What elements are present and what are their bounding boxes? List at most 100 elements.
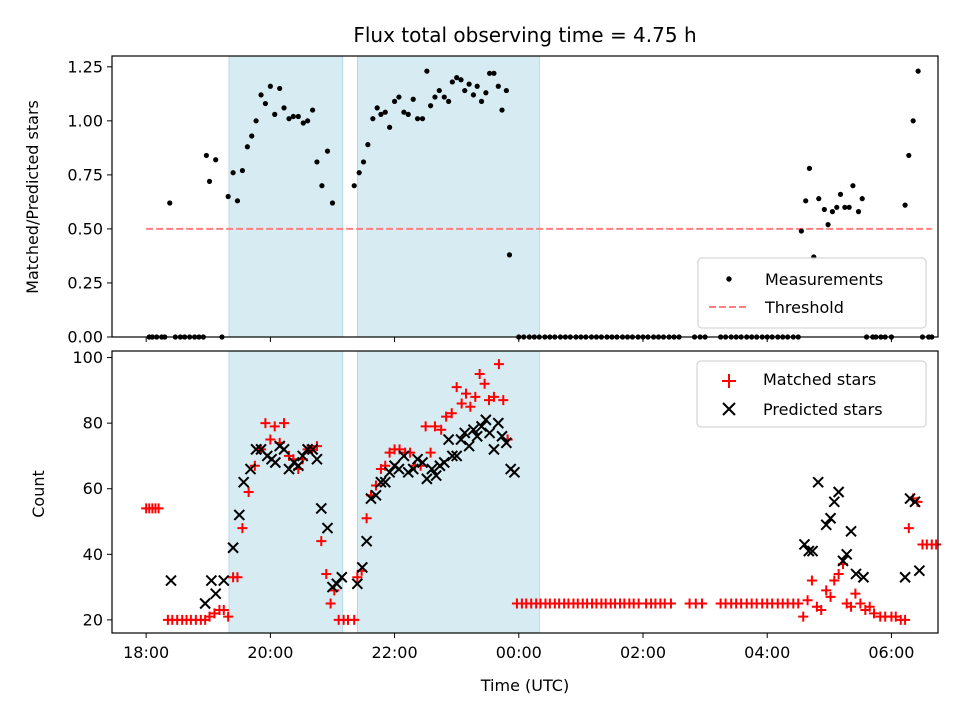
matched-star-point bbox=[465, 401, 476, 412]
matched-star-point bbox=[488, 391, 499, 402]
predicted-star-point bbox=[913, 564, 926, 577]
predicted-star-point bbox=[205, 574, 218, 587]
measurement-point bbox=[419, 116, 426, 122]
predicted-star-point bbox=[455, 433, 467, 446]
measurement-point bbox=[503, 87, 509, 94]
predicted-star-point bbox=[840, 548, 853, 561]
predicted-star-point bbox=[483, 427, 496, 439]
predicted-star-point bbox=[407, 463, 419, 475]
predicted-stars-points bbox=[165, 414, 926, 610]
matched-star-point bbox=[903, 523, 914, 534]
top-legend: Measurements Threshold bbox=[697, 257, 927, 329]
top-observing-windows bbox=[228, 55, 540, 338]
predicted-star-point bbox=[837, 555, 849, 567]
matched-star-point bbox=[864, 601, 875, 612]
y-tick-label: 0.50 bbox=[67, 219, 103, 238]
matched-star-point bbox=[931, 539, 942, 550]
predicted-star-point bbox=[488, 443, 500, 456]
predicted-star-point bbox=[356, 561, 368, 574]
matched-star-point bbox=[436, 424, 447, 435]
matched-star-point bbox=[325, 598, 336, 609]
x-tick-label: 04:00 bbox=[744, 643, 790, 662]
measurement-point bbox=[370, 116, 376, 122]
measurement-point bbox=[491, 70, 497, 76]
matched-star-point bbox=[833, 568, 844, 579]
measurement-point bbox=[378, 111, 384, 117]
matched-star-point bbox=[370, 480, 381, 491]
bottom-y-ticks: 20 40 60 80 100 bbox=[72, 348, 112, 629]
predicted-star-point bbox=[496, 430, 508, 442]
matched-star-point bbox=[349, 614, 360, 625]
measurement-point bbox=[281, 105, 287, 111]
x-tick-label: 00:00 bbox=[496, 643, 542, 662]
measurement-point bbox=[816, 196, 822, 202]
predicted-star-point bbox=[471, 430, 483, 442]
top-axes-frame bbox=[111, 55, 939, 338]
predicted-star-point bbox=[845, 525, 857, 538]
y-tick-label: 40 bbox=[83, 545, 103, 564]
matched-star-point bbox=[802, 595, 813, 606]
predicted-star-point bbox=[812, 476, 824, 488]
predicted-star-point bbox=[475, 420, 488, 433]
matched-star-point bbox=[900, 614, 911, 625]
y-tick-label: 80 bbox=[83, 414, 103, 433]
measurement-point bbox=[910, 118, 916, 124]
predicted-star-point bbox=[798, 538, 811, 551]
measurement-point bbox=[436, 87, 442, 94]
predicted-star-point bbox=[899, 571, 911, 583]
matched-star-point bbox=[279, 418, 290, 429]
y-tick-label: 1.25 bbox=[67, 57, 103, 76]
measurement-point bbox=[351, 183, 357, 189]
matched-star-point bbox=[470, 391, 481, 402]
bottom-observing-windows bbox=[228, 350, 540, 634]
bottom-axes-frame bbox=[111, 350, 939, 634]
matched-star-point bbox=[223, 611, 234, 622]
matched-star-point bbox=[793, 598, 804, 609]
matched-star-point bbox=[361, 513, 372, 524]
matched-star-point bbox=[237, 523, 248, 534]
legend-matched-label: Matched stars bbox=[763, 370, 876, 389]
predicted-star-point bbox=[210, 587, 222, 600]
measurement-point bbox=[837, 191, 844, 197]
measurement-point bbox=[319, 183, 325, 189]
measurement-point bbox=[859, 196, 865, 202]
measurement-point bbox=[249, 133, 255, 139]
top-y-ticks: 0.00 0.25 0.50 0.75 1.00 1.25 bbox=[67, 57, 112, 347]
measurement-point bbox=[286, 116, 292, 122]
predicted-star-point bbox=[459, 427, 471, 439]
matched-star-point bbox=[451, 382, 462, 393]
measurement-point bbox=[203, 152, 209, 159]
predicted-star-point bbox=[828, 496, 840, 508]
predicted-star-point bbox=[398, 450, 410, 462]
predicted-star-point bbox=[296, 450, 309, 462]
predicted-star-point bbox=[508, 466, 521, 479]
measurement-point bbox=[846, 204, 852, 210]
x-tick-label: 20:00 bbox=[247, 643, 293, 662]
measurement-point bbox=[474, 83, 480, 89]
measurement-point bbox=[310, 107, 316, 113]
predicted-star-point bbox=[375, 476, 387, 488]
top-y-axis-label: Matched/Predicted stars bbox=[23, 100, 42, 294]
predicted-star-point bbox=[199, 597, 211, 610]
matched-star-point bbox=[829, 575, 840, 586]
predicted-star-point bbox=[250, 443, 262, 456]
predicted-star-point bbox=[360, 535, 373, 547]
y-tick-label: 1.00 bbox=[67, 111, 103, 130]
bottom-x-ticks: 18:00 20:00 22:00 00:00 02:00 04:00 06:00 bbox=[123, 633, 914, 662]
y-tick-label: 60 bbox=[83, 479, 103, 498]
measurement-point bbox=[405, 111, 411, 117]
measurement-point bbox=[290, 113, 296, 120]
measurement-point bbox=[239, 167, 246, 174]
predicted-star-point bbox=[857, 571, 870, 583]
predicted-star-point bbox=[463, 440, 475, 452]
legend-measurements-label: Measurements bbox=[765, 270, 883, 289]
measurement-point bbox=[324, 148, 331, 154]
predicted-star-point bbox=[832, 486, 845, 498]
y-tick-label: 0.00 bbox=[67, 328, 103, 347]
chart-title: Flux total observing time = 4.75 h bbox=[353, 23, 696, 47]
measurement-point bbox=[225, 193, 231, 200]
predicted-star-point bbox=[370, 489, 382, 501]
matched-star-point bbox=[265, 434, 276, 445]
predicted-star-point bbox=[904, 492, 916, 505]
